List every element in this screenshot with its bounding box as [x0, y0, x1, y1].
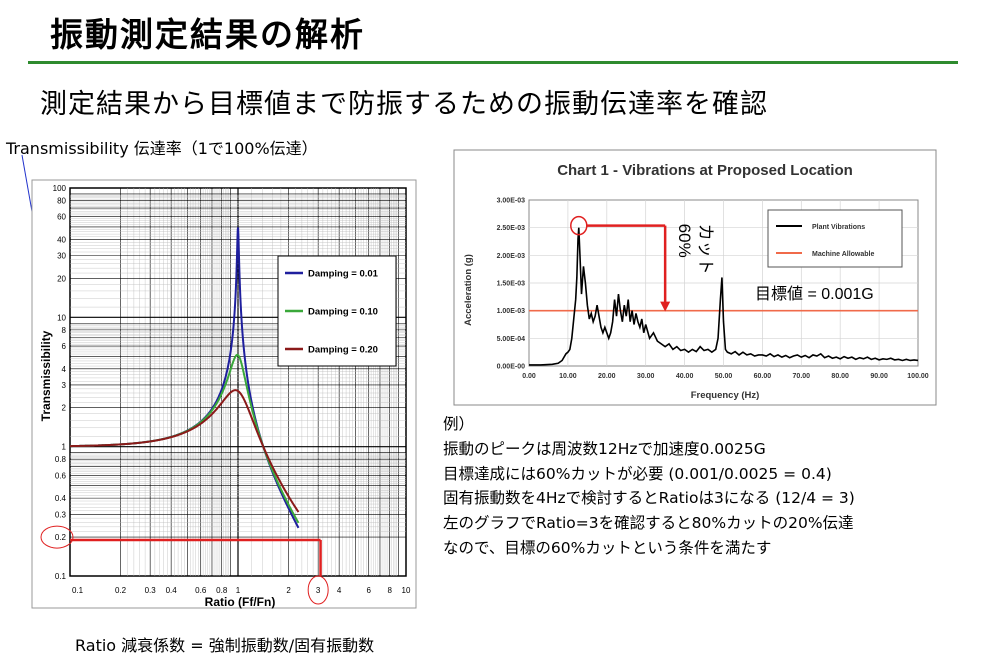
right-x-tick-label: 70.00: [793, 373, 811, 380]
left-y-tick-label: 60: [57, 213, 66, 222]
left-y-tick-label: 0.3: [55, 510, 67, 519]
left-x-tick-label: 0.6: [195, 586, 207, 595]
right-cut-label: カット: [696, 224, 715, 275]
left-y-tick-label: 8: [62, 326, 67, 335]
right-x-tick-label: 20.00: [598, 373, 616, 380]
transmissibility-note: Transmissibility 伝達率（1で100%伝達）: [6, 139, 318, 158]
right-y-tick-label: 1.50E-03: [497, 281, 526, 288]
right-x-tick-label: 30.00: [637, 373, 655, 380]
right-y-tick-label: 5.00E-04: [497, 336, 526, 343]
left-x-tick-label: 0.8: [216, 586, 228, 595]
left-y-tick-label: 30: [57, 252, 66, 261]
example-line: 振動のピークは周波数12Hzで加速度0.0025G: [443, 439, 766, 458]
left-chart-tick-labels: 0.1 0.2 0.3 0.4 0.6 0.8 1 2 3 4 6 8 10 0.1 0.2 0.3 0.4 0.…: [53, 184, 411, 595]
ratio-note: Ratio 減衰係数 = 強制振動数/固有振動数: [75, 636, 375, 655]
page-subtitle: 測定結果から目標値まで防振するための振動伝達率を確認: [40, 89, 768, 120]
left-chart-curves: [70, 227, 300, 529]
right-x-tick-label: 60.00: [754, 373, 772, 380]
right-chart-x-axis-label: Frequency (Hz): [691, 390, 760, 401]
right-x-tick-label: 80.00: [831, 373, 849, 380]
left-chart-legend: Damping = 0.01 Damping = 0.10 Damping = 0.…: [277, 255, 397, 367]
right-legend-label: Machine Allowable: [812, 251, 874, 258]
left-x-tick-label: 2: [286, 586, 291, 595]
right-legend-label: Plant Vibrations: [812, 224, 865, 231]
right-x-tick-label: 40.00: [676, 373, 694, 380]
left-annotation-circle-y: [40, 525, 74, 549]
right-chart-tick-labels: 0.00 10.00 20.00 30.00 40.00 50.00 60.00 70.00 8…: [497, 198, 929, 381]
left-legend-label: Damping = 0.01: [308, 269, 379, 280]
right-cut-label: 60%: [675, 224, 694, 258]
left-y-tick-label: 0.1: [55, 572, 67, 581]
left-x-tick-label: 6: [367, 586, 372, 595]
left-legend-label: Damping = 0.20: [308, 345, 378, 356]
left-x-tick-label: 1: [236, 586, 241, 595]
left-y-tick-label: 4: [62, 365, 67, 374]
left-y-tick-label: 100: [53, 184, 67, 193]
right-chart-y-axis-label: Acceleration (g): [463, 254, 474, 326]
left-y-tick-label: 0.2: [55, 533, 67, 542]
left-chart-x-axis-label: Ratio (Ff/Fn): [205, 595, 276, 609]
left-x-tick-label: 0.4: [166, 586, 178, 595]
left-chart-y-axis-label: Transmissibility: [39, 330, 53, 421]
left-y-tick-label: 40: [57, 235, 66, 244]
right-y-tick-label: 1.00E-03: [497, 308, 526, 315]
right-chart-title: Chart 1 - Vibrations at Proposed Locatio…: [557, 162, 853, 179]
right-y-tick-label: 2.50E-03: [497, 225, 526, 232]
right-cut-arrowhead: [660, 301, 671, 312]
right-x-tick-label: 0.00: [522, 373, 536, 380]
left-chart-annotation: [40, 525, 329, 605]
left-x-tick-label: 0.3: [145, 586, 157, 595]
left-y-tick-label: 0.4: [55, 494, 67, 503]
right-chart-legend: Plant Vibrations Machine Allowable: [767, 209, 903, 268]
right-y-tick-label: 2.00E-03: [497, 253, 526, 260]
left-y-tick-label: 3: [62, 381, 67, 390]
left-series-curve: [70, 389, 300, 513]
page-title: 振動測定結果の解析: [50, 15, 365, 54]
right-chart-series: [529, 227, 919, 366]
left-legend-label: Damping = 0.10: [308, 307, 378, 318]
right-x-tick-label: 10.00: [559, 373, 577, 380]
example-line: なので、目標の60%カットという条件を満たす: [443, 538, 772, 557]
left-y-tick-label: 20: [57, 274, 66, 283]
right-y-tick-label: 0.00E-00: [497, 364, 526, 371]
left-y-tick-label: 6: [62, 342, 67, 351]
left-x-tick-label: 3: [316, 586, 321, 595]
right-legend-box: [767, 209, 903, 268]
left-y-tick-label: 10: [57, 313, 66, 322]
right-series-line: [529, 227, 919, 366]
left-y-tick-label: 0.8: [55, 455, 67, 464]
right-x-tick-label: 100.00: [907, 373, 929, 380]
left-x-tick-label: 0.1: [72, 586, 84, 595]
right-x-tick-label: 90.00: [870, 373, 888, 380]
left-x-tick-label: 0.2: [115, 586, 127, 595]
right-y-tick-label: 3.00E-03: [497, 198, 526, 205]
right-target-label: 目標値 = 0.001G: [755, 285, 874, 303]
example-line: 固有振動数を4Hzで検討するとRatioは3になる (12/4 = 3): [443, 489, 855, 508]
example-line: 例）: [443, 415, 475, 433]
left-x-tick-label: 10: [402, 586, 411, 595]
left-y-tick-label: 1: [62, 443, 67, 452]
left-y-tick-label: 2: [62, 404, 67, 413]
right-x-tick-label: 50.00: [715, 373, 733, 380]
left-x-tick-label: 8: [387, 586, 392, 595]
title-divider: [28, 61, 958, 64]
left-annotation-circle-x: [307, 575, 329, 605]
example-explanation: 例） 振動のピークは周波数12Hzで加速度0.0025G 目標達成には60%カッ…: [443, 412, 855, 561]
left-x-tick-label: 4: [337, 586, 342, 595]
left-y-tick-label: 0.6: [55, 471, 67, 480]
example-line: 目標達成には60%カットが必要 (0.001/0.0025 = 0.4): [443, 464, 832, 483]
example-line: 左のグラフでRatio=3を確認すると80%カットの20%伝達: [443, 514, 854, 533]
left-y-tick-label: 80: [57, 197, 66, 206]
